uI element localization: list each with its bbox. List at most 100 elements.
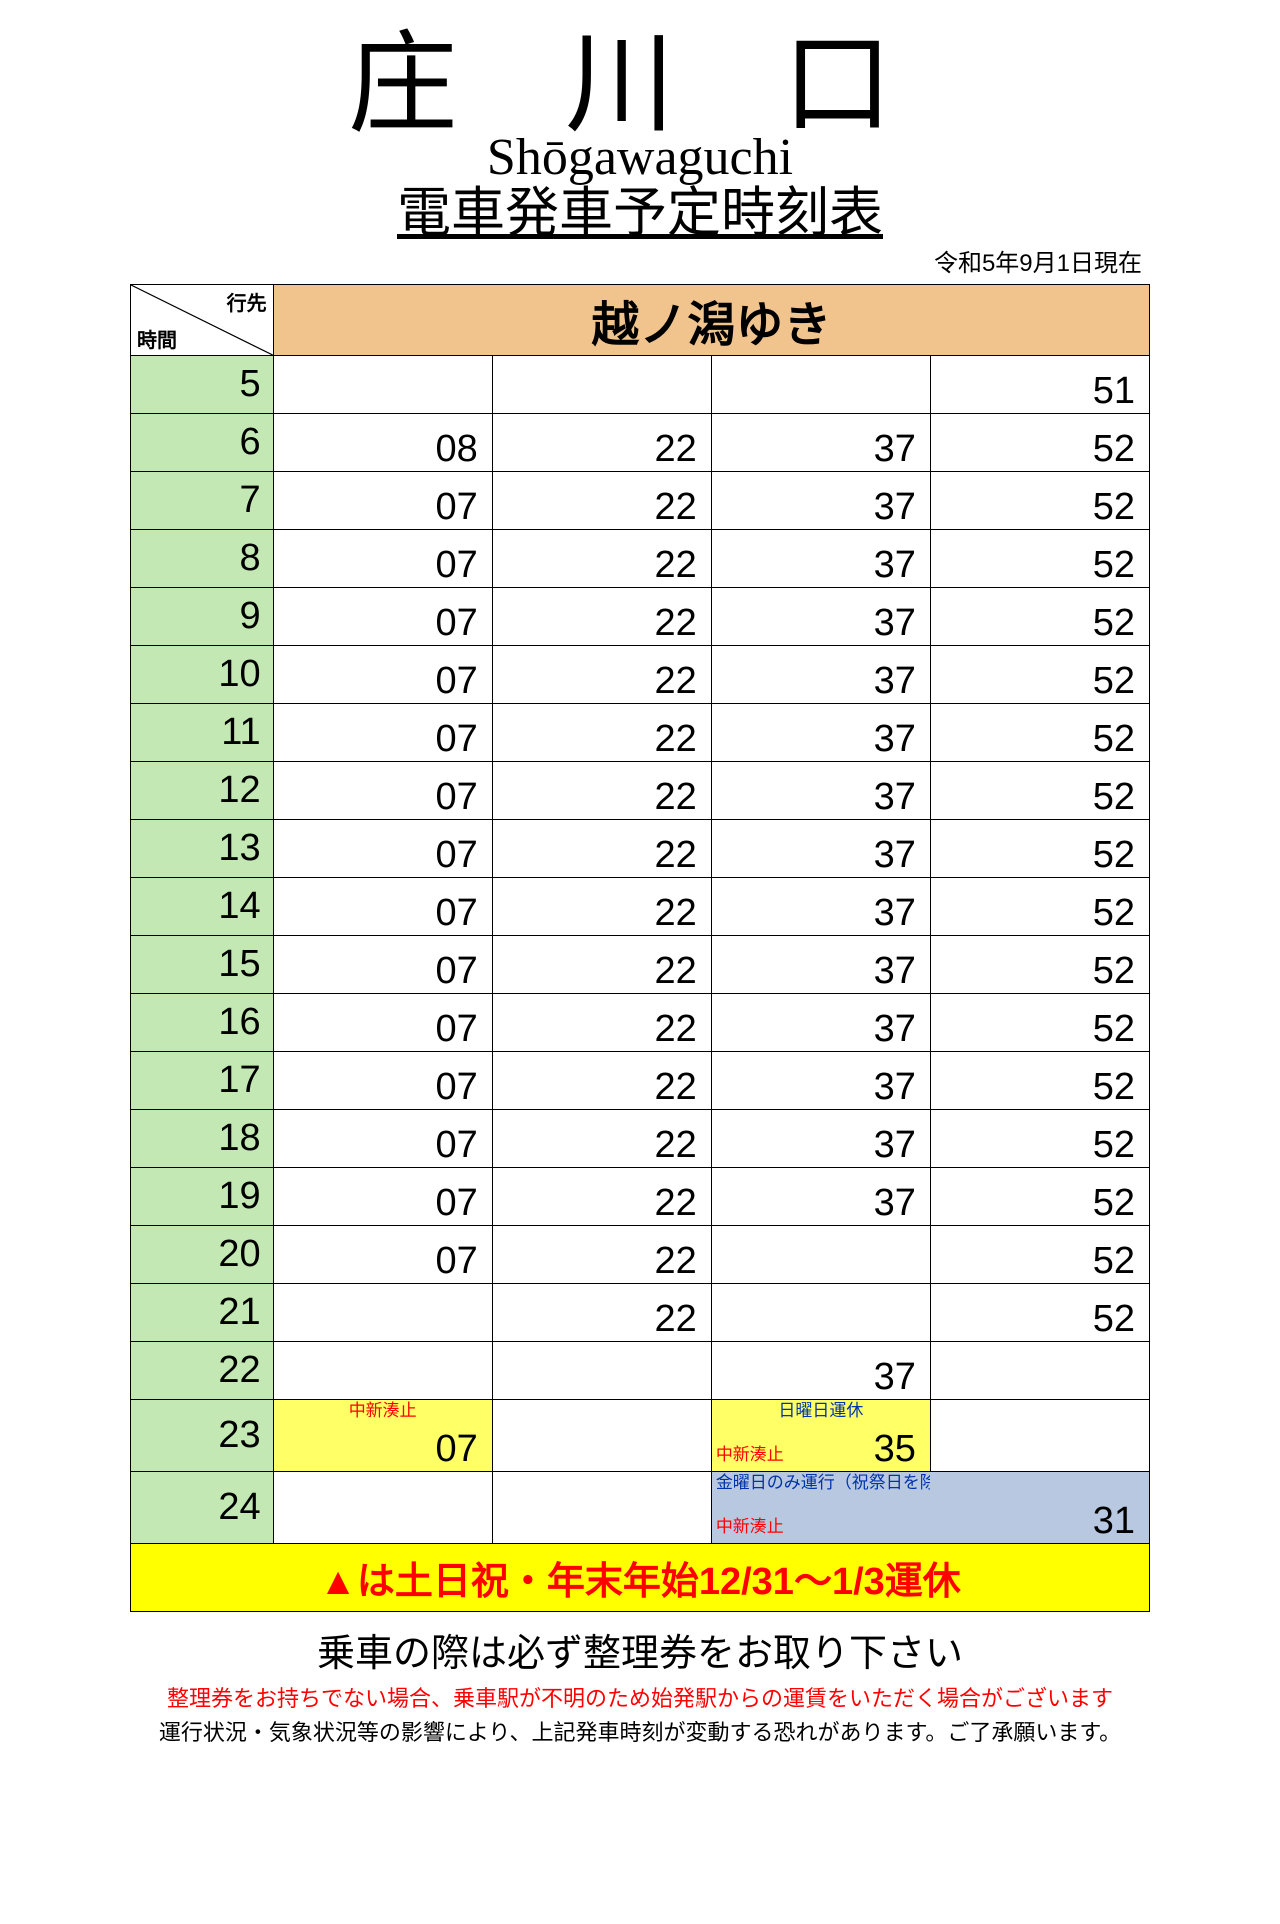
minute-cell: 37 (711, 1052, 930, 1110)
minute-cell: 52 (930, 588, 1149, 646)
minute-cell: 22 (492, 1110, 711, 1168)
table-row: 20072252 (131, 1226, 1150, 1284)
hour-cell: 13 (131, 820, 274, 878)
hour-cell: 17 (131, 1052, 274, 1110)
minute-cell (273, 1472, 492, 1544)
minute-cell (930, 1400, 1149, 1472)
minute-cell-special: 31 (930, 1472, 1149, 1544)
minute-cell: 22 (492, 1284, 711, 1342)
minute-cell: 37 (711, 472, 930, 530)
minute-cell: 37 (711, 414, 930, 472)
minute-cell: 07 (273, 704, 492, 762)
minute-cell: 22 (492, 878, 711, 936)
minute-cell: 07 (273, 1110, 492, 1168)
minute-cell: 52 (930, 472, 1149, 530)
table-row: 5 51 (131, 356, 1150, 414)
minute-cell: 22 (492, 646, 711, 704)
minute-cell: 52 (930, 1168, 1149, 1226)
hour-cell: 18 (131, 1110, 274, 1168)
hour-cell: 15 (131, 936, 274, 994)
minute-cell: 07 (273, 472, 492, 530)
table-row: 212252 (131, 1284, 1150, 1342)
minute-cell: 37 (711, 820, 930, 878)
corner-cell: 行先 時間 (131, 285, 274, 356)
cell-note: 日曜日運休 (778, 1402, 863, 1419)
hour-cell: 7 (131, 472, 274, 530)
holiday-banner: ▲は土日祝・年末年始12/31～1/3運休 (130, 1544, 1150, 1612)
minute-cell: 07 (273, 1052, 492, 1110)
cell-note: 中新湊止 (349, 1402, 417, 1419)
table-row: 23中新湊止07日曜日運休中新湊止35 (131, 1400, 1150, 1472)
table-row: 807223752 (131, 530, 1150, 588)
minute-cell: 37 (711, 936, 930, 994)
hour-cell: 6 (131, 414, 274, 472)
hour-cell: 14 (131, 878, 274, 936)
minute-cell: 37 (711, 994, 930, 1052)
minute-cell: 07 (273, 994, 492, 1052)
minute-cell: 22 (492, 704, 711, 762)
hour-cell: 10 (131, 646, 274, 704)
minute-cell: 22 (492, 588, 711, 646)
minute-cell: 22 (492, 820, 711, 878)
minute-cell: 52 (930, 994, 1149, 1052)
minute-cell-special: 中新湊止07 (273, 1400, 492, 1472)
cell-note: 中新湊止 (716, 1446, 784, 1463)
table-row: 1107223752 (131, 704, 1150, 762)
minute-cell: 37 (711, 704, 930, 762)
minute-cell: 07 (273, 588, 492, 646)
minute-cell: 52 (930, 530, 1149, 588)
minute-cell: 07 (273, 936, 492, 994)
minute-cell-special: 日曜日運休中新湊止35 (711, 1400, 930, 1472)
table-row: 1507223752 (131, 936, 1150, 994)
hour-cell: 16 (131, 994, 274, 1052)
minute-cell: 52 (930, 1284, 1149, 1342)
corner-top-label: 行先 (227, 287, 267, 316)
minute-cell: 37 (711, 530, 930, 588)
minute-cell: 37 (711, 1342, 930, 1400)
minute-cell: 07 (273, 530, 492, 588)
minute-cell: 22 (492, 994, 711, 1052)
minute-cell: 22 (492, 530, 711, 588)
minute-cell: 22 (492, 1226, 711, 1284)
table-row: 707223752 (131, 472, 1150, 530)
table-row: 1307223752 (131, 820, 1150, 878)
minute-cell: 52 (930, 646, 1149, 704)
minute-cell: 22 (492, 1168, 711, 1226)
hour-cell: 19 (131, 1168, 274, 1226)
minute-cell: 52 (930, 762, 1149, 820)
minute-cell: 37 (711, 1168, 930, 1226)
minute-cell: 52 (930, 414, 1149, 472)
minute-cell: 37 (711, 646, 930, 704)
hour-cell: 11 (131, 704, 274, 762)
minute-cell: 37 (711, 1110, 930, 1168)
minute-cell: 07 (273, 1168, 492, 1226)
effective-date: 令和5年9月1日現在 (130, 243, 1142, 278)
minute-cell: 52 (930, 1226, 1149, 1284)
table-row: 1007223752 (131, 646, 1150, 704)
hour-cell: 22 (131, 1342, 274, 1400)
minute-cell (492, 1342, 711, 1400)
schedule-disclaimer: 運行状況・気象状況等の影響により、上記発車時刻が変動する恐れがあります。ご了承願… (130, 1715, 1150, 1747)
minute-cell: 22 (492, 762, 711, 820)
hour-cell: 5 (131, 356, 274, 414)
corner-bottom-label: 時間 (137, 324, 177, 353)
hour-cell: 23 (131, 1400, 274, 1472)
table-row: 1607223752 (131, 994, 1150, 1052)
minute-cell: 52 (930, 704, 1149, 762)
minute-cell: 52 (930, 820, 1149, 878)
minute-cell (492, 356, 711, 414)
minute-cell (711, 1284, 930, 1342)
table-row: 907223752 (131, 588, 1150, 646)
minute-cell (273, 356, 492, 414)
table-row: 24金曜日のみ運行（祝祭日を除く）中新湊止31 (131, 1472, 1150, 1544)
header-block: 庄 川 口 Shōgawaguchi 電車発車予定時刻表 令和5年9月1日現在 (130, 30, 1150, 278)
minute-cell: 37 (711, 762, 930, 820)
minute-cell (930, 1342, 1149, 1400)
minute-cell: 37 (711, 588, 930, 646)
timetable-subtitle: 電車発車予定時刻表 (130, 184, 1150, 243)
minute-cell: 07 (273, 878, 492, 936)
minute-cell: 51 (930, 356, 1149, 414)
minute-cell: 52 (930, 1052, 1149, 1110)
minute-cell: 07 (273, 820, 492, 878)
minute-cell: 08 (273, 414, 492, 472)
